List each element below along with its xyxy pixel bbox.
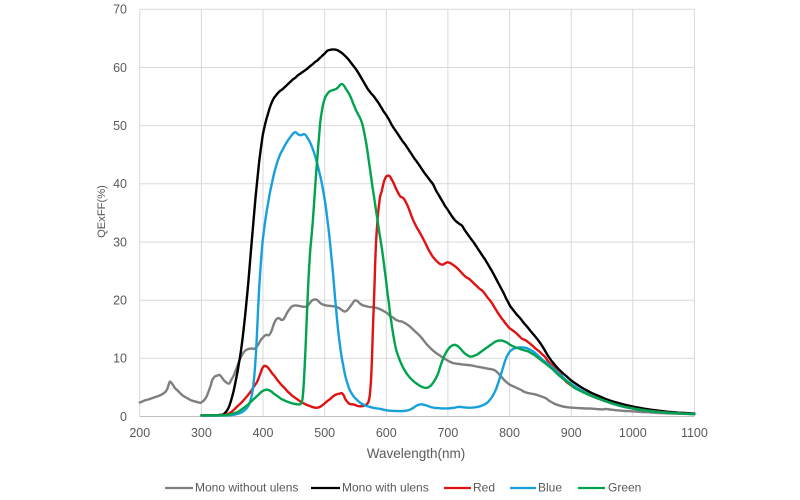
svg-text:QExFF(%): QExFF(%) xyxy=(96,185,108,238)
svg-text:1000: 1000 xyxy=(619,426,647,440)
svg-text:60: 60 xyxy=(113,61,127,75)
svg-text:Green: Green xyxy=(608,481,641,495)
svg-text:Red: Red xyxy=(473,481,495,495)
svg-text:1100: 1100 xyxy=(681,426,708,440)
svg-text:70: 70 xyxy=(113,3,127,17)
svg-text:20: 20 xyxy=(113,294,127,308)
svg-text:30: 30 xyxy=(113,235,127,249)
svg-text:Mono with ulens: Mono with ulens xyxy=(342,481,429,495)
svg-text:40: 40 xyxy=(113,177,127,191)
svg-text:0: 0 xyxy=(120,410,127,424)
svg-text:900: 900 xyxy=(561,426,582,440)
svg-text:400: 400 xyxy=(253,426,274,440)
svg-text:Blue: Blue xyxy=(538,481,562,495)
svg-text:10: 10 xyxy=(113,352,127,366)
svg-text:200: 200 xyxy=(129,426,150,440)
svg-text:700: 700 xyxy=(437,426,458,440)
svg-text:600: 600 xyxy=(376,426,397,440)
svg-text:500: 500 xyxy=(314,426,335,440)
svg-text:Wavelength(nm): Wavelength(nm) xyxy=(367,446,466,461)
svg-text:800: 800 xyxy=(499,426,520,440)
svg-text:300: 300 xyxy=(191,426,212,440)
svg-text:50: 50 xyxy=(113,119,127,133)
svg-text:Mono without ulens: Mono without ulens xyxy=(195,481,298,495)
